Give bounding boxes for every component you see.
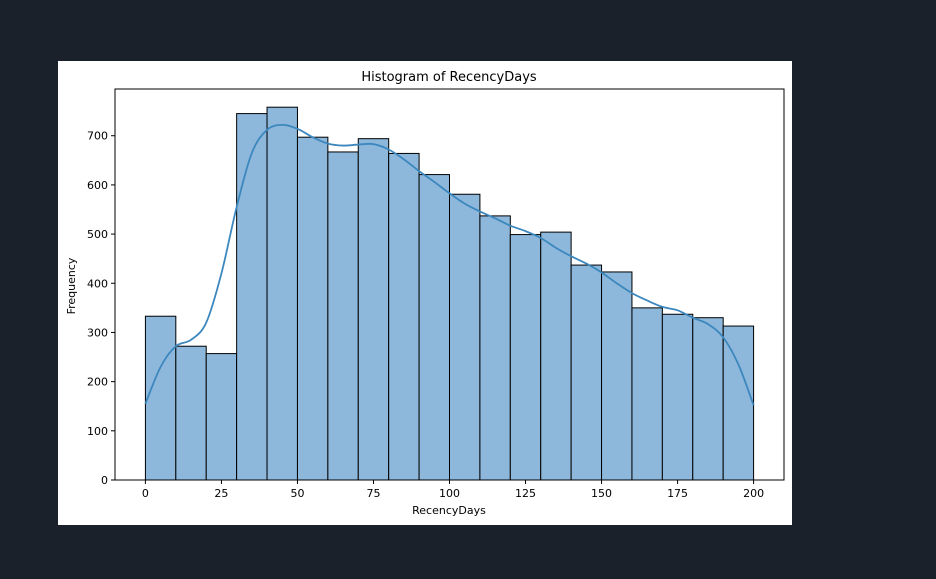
histogram-bar-16 <box>631 307 663 481</box>
histogram-bar-13 <box>540 231 572 481</box>
histogram-bar-2 <box>205 353 238 481</box>
y-axis-ticks: 0 100 200 300 400 500 600 700 <box>87 130 115 487</box>
kde-layer <box>144 124 755 406</box>
x-axis-ticks: 0 25 50 75 100 125 150 175 200 <box>142 480 764 500</box>
histogram-chart: Histogram of RecencyDays 0 25 50 75 100 125 15… <box>65 70 785 517</box>
histogram-bar-0 <box>144 315 177 481</box>
x-tick-label: 0 <box>142 487 149 500</box>
x-tick-label: 50 <box>290 487 304 500</box>
x-tick-label: 25 <box>214 487 228 500</box>
x-tick-label: 200 <box>743 487 764 500</box>
y-tick-label: 200 <box>87 376 108 389</box>
x-tick-label: 125 <box>515 487 536 500</box>
histogram-bar-10 <box>449 193 481 481</box>
histogram-bar-7 <box>357 138 390 481</box>
y-tick-label: 0 <box>101 474 108 487</box>
histogram-bar-11 <box>479 215 511 481</box>
figure: Histogram of RecencyDays 0 25 50 75 100 125 15… <box>58 61 792 525</box>
x-tick-label: 175 <box>667 487 688 500</box>
y-tick-label: 100 <box>87 425 108 438</box>
y-tick-label: 600 <box>87 179 108 192</box>
histogram-bar-5 <box>296 136 329 481</box>
bars-layer <box>144 106 755 481</box>
histogram-bar-3 <box>236 113 268 481</box>
y-tick-label: 400 <box>87 277 108 290</box>
histogram-bar-9 <box>418 174 451 481</box>
histogram-bar-18 <box>692 317 724 481</box>
y-tick-label: 700 <box>87 130 108 143</box>
x-axis-label: RecencyDays <box>412 504 486 517</box>
histogram-bar-14 <box>570 264 603 481</box>
histogram-bar-4 <box>266 106 298 481</box>
y-axis-label: Frequency <box>65 257 78 314</box>
histogram-bar-6 <box>327 151 359 481</box>
x-tick-label: 150 <box>591 487 612 500</box>
histogram-bar-15 <box>601 271 633 481</box>
kde-curve <box>144 124 755 406</box>
histogram-bar-12 <box>509 234 542 481</box>
x-tick-label: 75 <box>366 487 380 500</box>
histogram-bar-17 <box>661 313 694 481</box>
y-tick-label: 500 <box>87 228 108 241</box>
histogram-bar-19 <box>722 325 755 481</box>
y-tick-label: 300 <box>87 326 108 339</box>
histogram-bar-8 <box>388 152 420 481</box>
chart-title: Histogram of RecencyDays <box>361 70 537 85</box>
x-tick-label: 100 <box>439 487 460 500</box>
histogram-bar-1 <box>175 345 207 481</box>
